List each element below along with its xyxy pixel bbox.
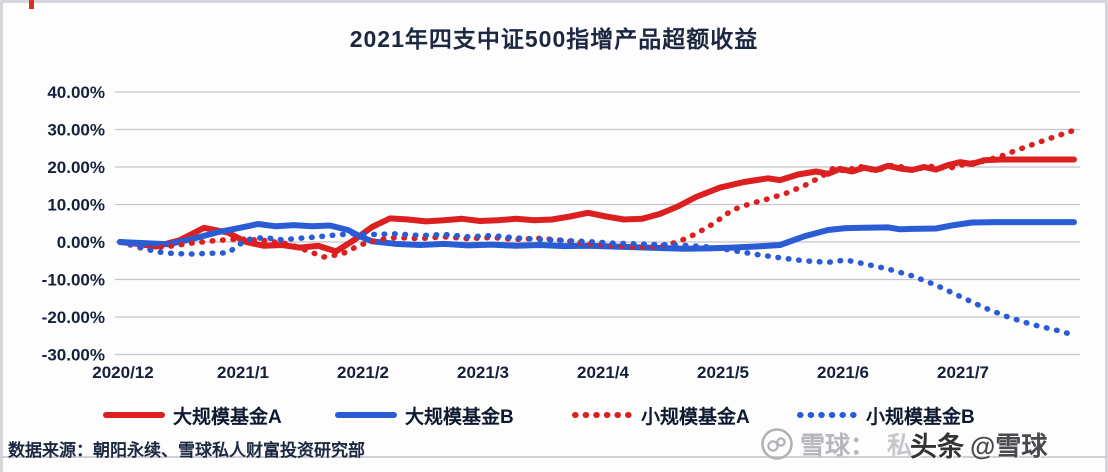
xueqiu-watermark: 雪球： 私 头条 @雪球 bbox=[760, 424, 1104, 464]
legend-swatch-blue-dotted bbox=[797, 412, 858, 418]
watermark-text-suffix: @雪球 bbox=[970, 430, 1048, 461]
x-axis-tick-label: 2021/4 bbox=[577, 363, 630, 382]
legend-swatch-red-solid bbox=[103, 412, 165, 418]
y-axis-tick-label: -20.00% bbox=[42, 308, 105, 327]
legend-label: 大规模基金B bbox=[405, 406, 514, 428]
y-axis-tick-label: 10.00% bbox=[47, 196, 105, 215]
legend-label: 小规模基金A bbox=[641, 406, 750, 428]
watermark-text-faint: 私 bbox=[887, 432, 913, 460]
panel-border-left bbox=[0, 0, 3, 472]
x-axis-tick-label: 2021/6 bbox=[817, 363, 869, 382]
y-axis-tick-label: -30.00% bbox=[42, 346, 105, 365]
y-axis-tick-label: 30.00% bbox=[47, 121, 105, 140]
x-axis-tick-label: 2020/12 bbox=[92, 363, 153, 382]
x-axis-tick-label: 2021/1 bbox=[217, 363, 269, 382]
y-axis-tick-label: 20.00% bbox=[47, 158, 105, 177]
panel-border-top bbox=[0, 0, 1108, 3]
legend-swatch-red-dotted bbox=[572, 412, 633, 418]
x-axis-tick-label: 2021/7 bbox=[937, 363, 989, 382]
legend-item-large-fund-b: 大规模基金B bbox=[335, 403, 514, 428]
series-大规模基金B bbox=[117, 219, 1077, 252]
y-axis-tick-label: 0.00% bbox=[57, 233, 105, 252]
chart-title: 2021年四支中证500指增产品超额收益 bbox=[349, 26, 759, 52]
y-axis-tick-label: 40.00% bbox=[47, 83, 105, 102]
legend-label: 小规模基金B bbox=[866, 406, 975, 428]
watermark-text-light: 雪球： bbox=[800, 432, 876, 460]
legend-item-small-fund-b: 小规模基金B bbox=[796, 403, 975, 428]
data-source-note: 数据来源：朝阳永续、雪球私人财富投资研究部 bbox=[8, 441, 365, 460]
legend-item-large-fund-a: 大规模基金A bbox=[103, 403, 282, 428]
cropped-watermark-fragment bbox=[29, 0, 34, 9]
x-axis-tick-label: 2021/5 bbox=[697, 363, 749, 382]
legend-swatch-blue-solid bbox=[335, 412, 397, 418]
legend-label: 大规模基金A bbox=[173, 406, 282, 428]
legend-item-small-fund-a: 小规模基金A bbox=[571, 403, 750, 428]
x-axis-tick-label: 2021/3 bbox=[457, 363, 509, 382]
y-axis-tick-label: -10.00% bbox=[42, 271, 105, 290]
x-axis-tick-label: 2021/2 bbox=[337, 363, 389, 382]
panel-border-right bbox=[1105, 0, 1108, 472]
xueqiu-logo-icon bbox=[761, 428, 793, 460]
series-小规模基金A bbox=[117, 127, 1077, 260]
watermark-text-bold: 头条 bbox=[910, 431, 965, 462]
series-小规模基金B bbox=[117, 231, 1077, 338]
panel-border-bottom bbox=[0, 456, 1108, 458]
